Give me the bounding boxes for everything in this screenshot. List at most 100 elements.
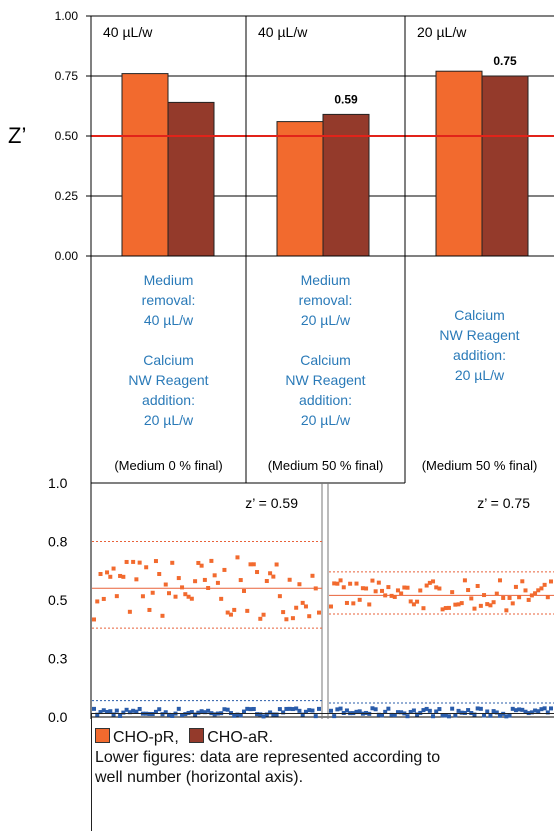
scatter-y-tick-label: 0.3 <box>48 651 68 667</box>
point-cho-pr <box>215 580 220 585</box>
point-cho-pr <box>251 562 256 567</box>
point-cho-ar <box>193 712 198 717</box>
bar-panel: 40 µL/w 0.59 Medium removal: 20 µL/w Calcium N… <box>258 24 383 473</box>
medium-note: (Medium 0 % final) <box>114 458 222 473</box>
point-cho-ar <box>545 710 550 715</box>
point-cho-pr <box>98 572 103 577</box>
point-cho-pr <box>507 595 512 600</box>
point-cho-pr <box>485 602 490 607</box>
point-cho-ar <box>395 710 400 715</box>
point-cho-ar <box>268 710 273 715</box>
point-cho-ar <box>485 709 490 714</box>
point-cho-ar <box>399 710 404 715</box>
point-cho-ar <box>392 713 397 718</box>
point-cho-pr <box>478 603 483 608</box>
point-cho-ar <box>118 713 123 718</box>
point-cho-ar <box>176 706 181 711</box>
scatter-panels: z’ = 0.59 z’ = 0.75 <box>90 483 554 719</box>
point-cho-pr <box>418 588 423 593</box>
point-cho-ar <box>405 714 410 719</box>
scatter-panel: z’ = 0.75 <box>327 483 554 719</box>
point-cho-ar <box>517 707 522 712</box>
condition-text: 20 µL/w <box>301 312 351 328</box>
point-cho-ar <box>170 713 175 718</box>
medium-note: (Medium 50 % final) <box>422 458 538 473</box>
point-cho-ar <box>251 706 256 711</box>
point-cho-pr <box>264 579 269 584</box>
point-cho-pr <box>370 578 375 583</box>
point-cho-pr <box>297 582 302 587</box>
point-cho-ar <box>199 709 204 714</box>
point-cho-pr <box>131 559 136 564</box>
point-cho-ar <box>92 706 96 711</box>
point-cho-pr <box>248 562 253 567</box>
point-cho-pr <box>427 580 432 585</box>
point-cho-ar <box>300 712 305 717</box>
point-cho-pr <box>189 596 194 601</box>
point-cho-ar <box>287 706 292 711</box>
point-cho-ar <box>127 710 132 715</box>
point-cho-pr <box>219 596 224 601</box>
point-cho-ar <box>206 708 211 713</box>
point-cho-pr <box>367 602 372 607</box>
point-cho-ar <box>232 713 237 718</box>
point-cho-pr <box>183 592 188 597</box>
point-cho-ar <box>529 710 534 715</box>
legend-swatch-cho-ar <box>189 728 205 743</box>
point-cho-ar <box>373 707 378 712</box>
point-cho-pr <box>134 577 139 582</box>
point-cho-ar <box>114 708 119 713</box>
point-cho-ar <box>222 707 227 712</box>
legend-item-cho-pr: CHO-pR, <box>95 728 179 746</box>
point-cho-ar <box>450 706 455 711</box>
point-cho-pr <box>167 591 171 596</box>
point-cho-ar <box>317 706 321 711</box>
point-cho-ar <box>523 709 528 714</box>
point-cho-pr <box>513 584 518 589</box>
point-cho-ar <box>284 706 289 711</box>
condition-text: addition: <box>453 347 506 363</box>
point-cho-pr <box>95 599 100 604</box>
point-cho-ar <box>427 708 432 713</box>
point-cho-pr <box>431 579 436 584</box>
point-cho-ar <box>418 710 423 715</box>
point-cho-pr <box>364 586 369 591</box>
point-cho-pr <box>277 594 282 599</box>
point-cho-ar <box>488 713 493 718</box>
point-cho-ar <box>134 709 139 714</box>
point-cho-pr <box>520 579 525 584</box>
condition-text: 20 µL/w <box>455 367 505 383</box>
point-cho-ar <box>431 714 436 719</box>
point-cho-pr <box>453 602 458 607</box>
point-cho-ar <box>258 712 263 717</box>
point-cho-pr <box>510 601 515 606</box>
point-cho-pr <box>488 603 493 608</box>
point-cho-ar <box>533 708 538 713</box>
point-cho-pr <box>380 588 385 593</box>
point-cho-pr <box>170 560 175 565</box>
panel-title: 20 µL/w <box>417 24 467 40</box>
point-cho-pr <box>196 560 201 565</box>
point-cho-ar <box>297 708 302 713</box>
point-cho-ar <box>472 712 477 717</box>
point-cho-ar <box>183 712 188 717</box>
condition-text: addition: <box>299 392 352 408</box>
point-cho-pr <box>144 565 149 570</box>
point-cho-ar <box>424 706 429 711</box>
point-cho-pr <box>209 558 214 563</box>
point-cho-pr <box>341 585 346 590</box>
point-cho-pr <box>497 578 502 583</box>
scatter-panel: z’ = 0.59 <box>92 483 323 719</box>
point-cho-ar <box>389 712 394 717</box>
point-cho-ar <box>196 710 201 715</box>
point-cho-pr <box>157 572 162 577</box>
point-cho-ar <box>364 710 369 715</box>
point-cho-pr <box>255 570 260 575</box>
y-tick-label: 0.50 <box>55 129 79 143</box>
condition-text: Calcium <box>300 352 351 368</box>
point-cho-ar <box>101 708 106 713</box>
point-cho-pr <box>281 610 286 615</box>
point-cho-ar <box>124 707 129 712</box>
point-cho-pr <box>121 574 126 579</box>
